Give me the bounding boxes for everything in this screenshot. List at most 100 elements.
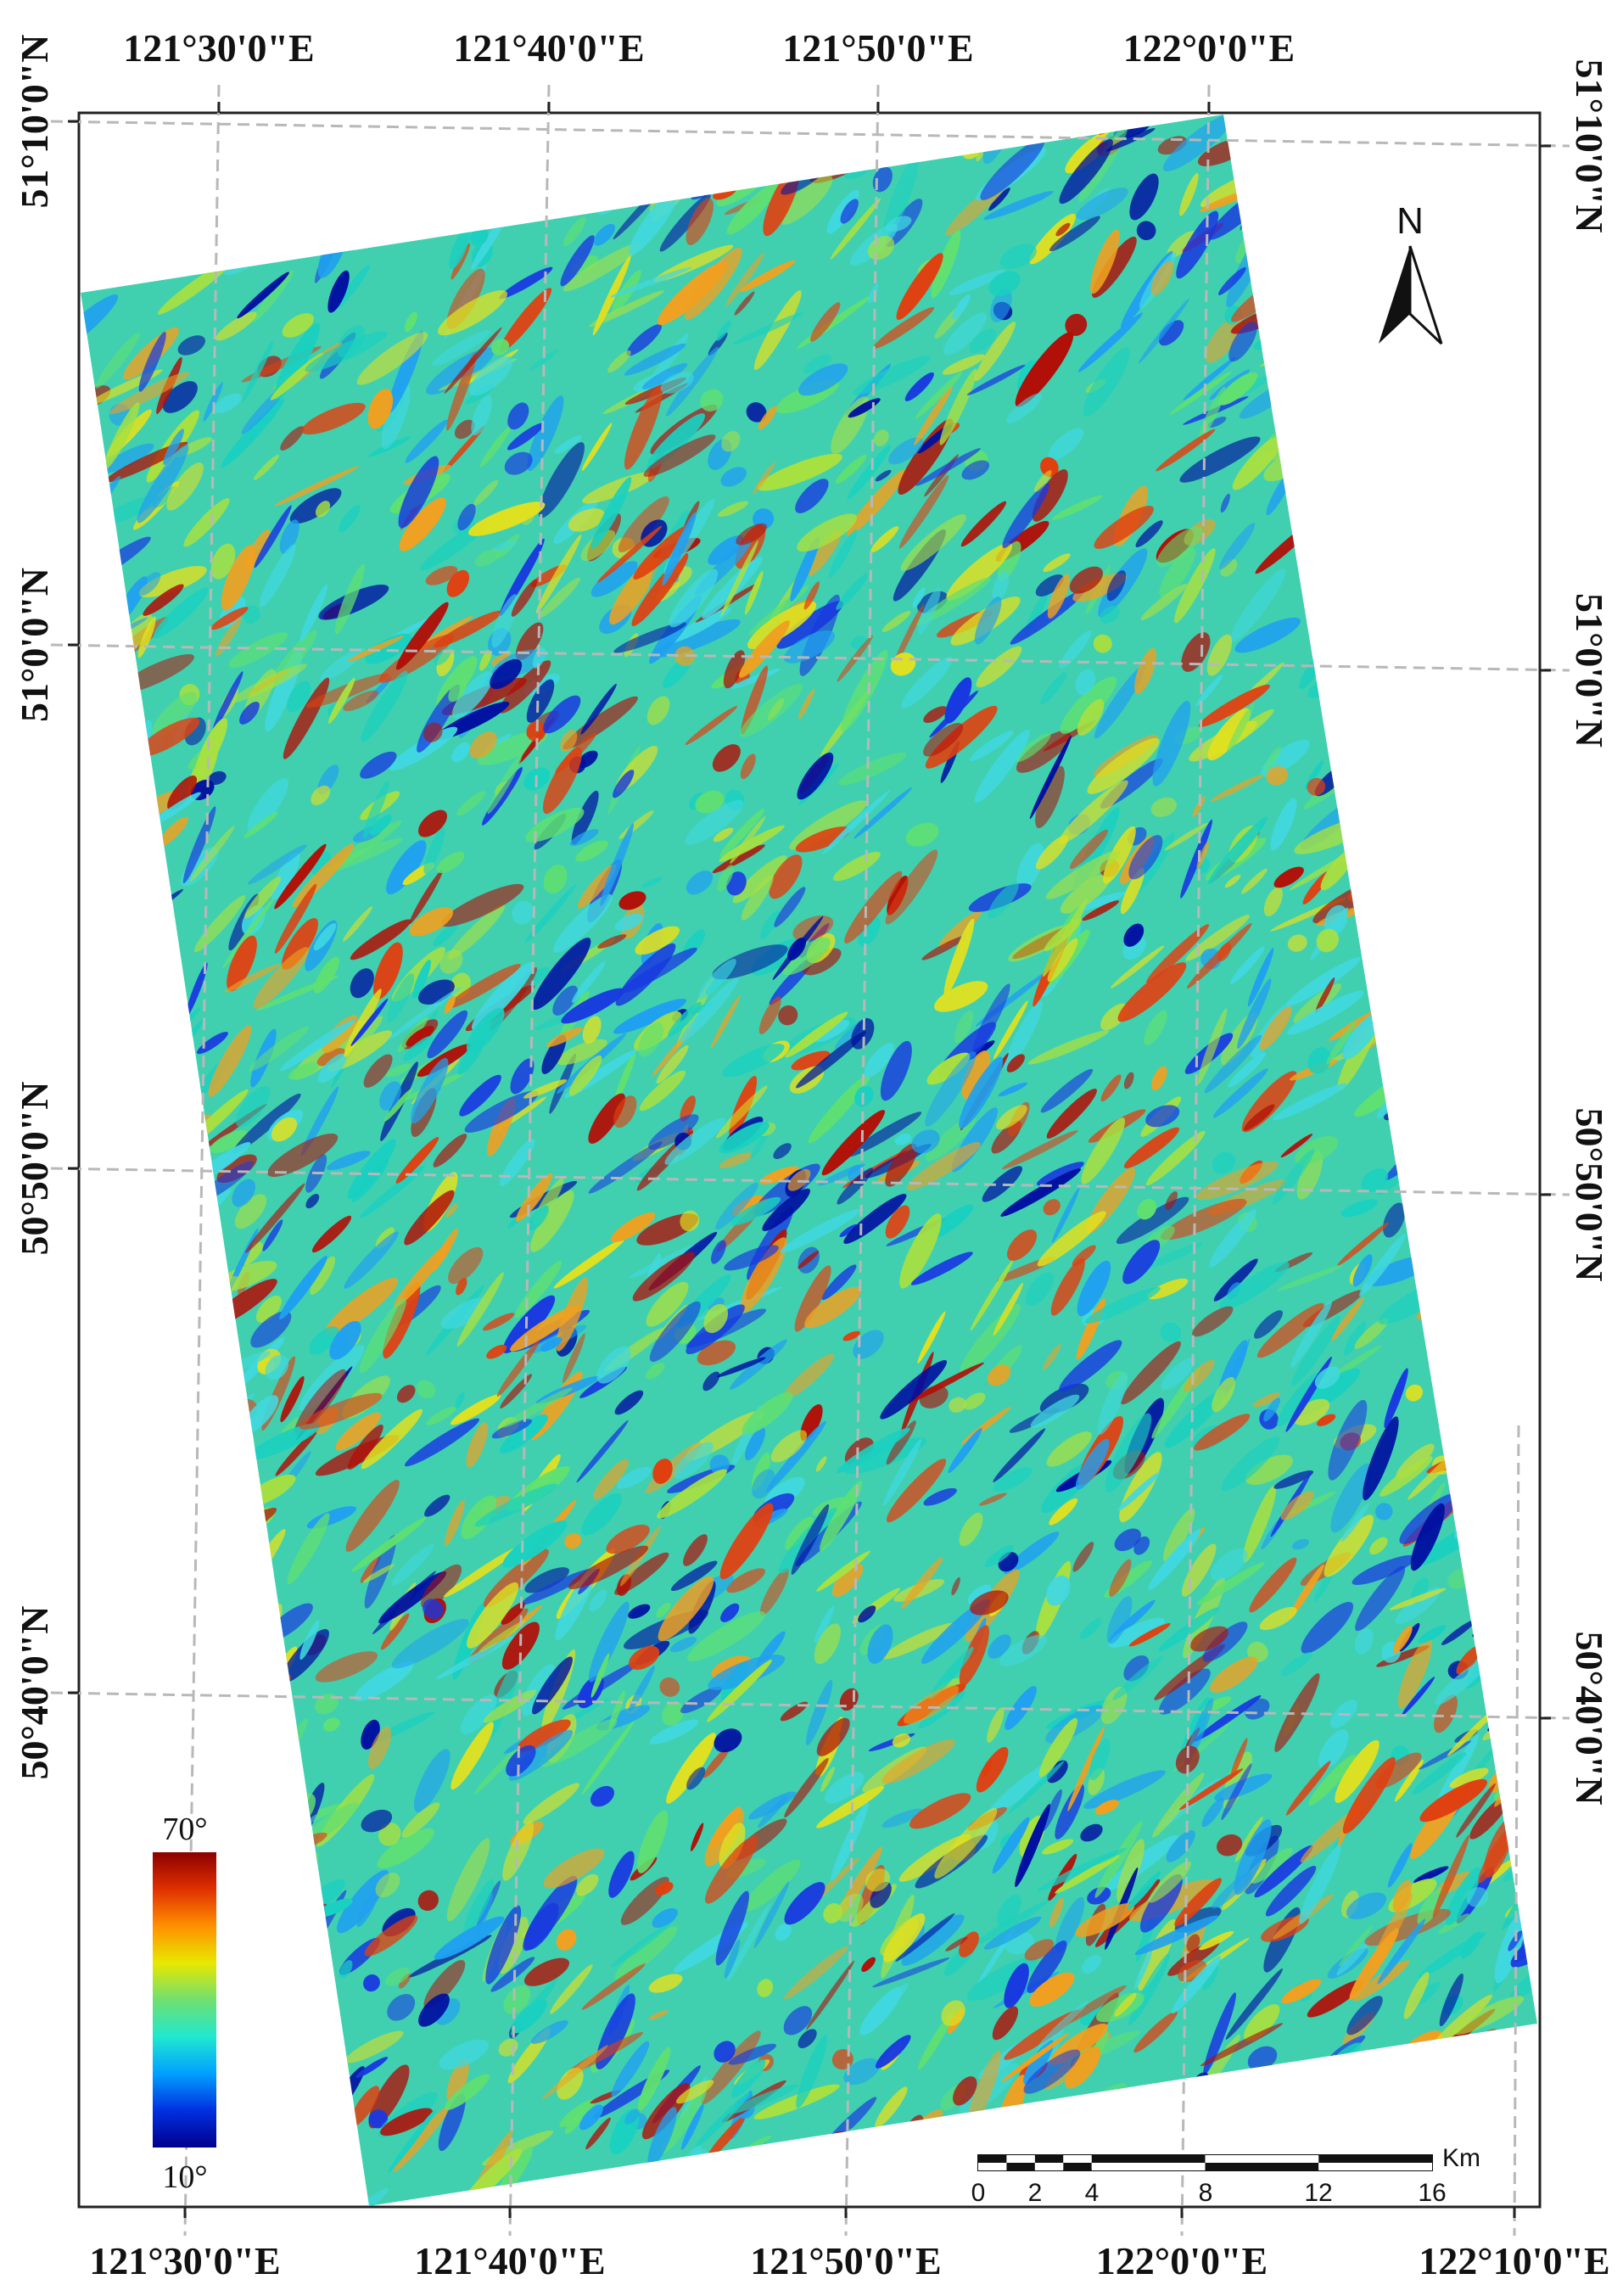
raster-patch: [1114, 1528, 1141, 1552]
raster-patch: [377, 1828, 435, 1869]
raster-patch: [1049, 216, 1100, 252]
raster-patch: [1075, 669, 1095, 696]
raster-patch: [921, 1599, 991, 1664]
raster-patch: [719, 1152, 753, 1168]
raster-patch: [918, 587, 941, 635]
raster-patch: [482, 1313, 515, 1331]
raster-patch: [1097, 1372, 1128, 1435]
raster-patch: [576, 1420, 629, 1483]
raster-patch: [614, 1390, 644, 1415]
raster-patch: [1395, 1760, 1424, 1802]
raster-patch: [967, 1584, 992, 1604]
raster-patch: [797, 513, 858, 552]
raster-patch: [983, 1916, 1042, 1950]
raster-patch: [521, 1568, 593, 1605]
raster-patch: [740, 1237, 787, 1313]
raster-patch: [726, 1568, 766, 1593]
raster-patch: [881, 1808, 923, 1828]
raster-patch: [814, 1623, 841, 1665]
raster-patch: [210, 543, 236, 580]
raster-patch: [585, 2117, 611, 2150]
raster-patch: [654, 1881, 674, 1896]
raster-patch: [613, 1052, 635, 1105]
raster-patch: [830, 198, 881, 260]
raster-patch: [720, 540, 758, 617]
raster-patch: [525, 808, 585, 843]
raster-patch: [279, 1256, 327, 1319]
raster-patch: [287, 1513, 330, 1585]
raster-patch: [743, 1859, 801, 1912]
raster-patch: [795, 479, 829, 513]
raster-patch: [350, 968, 374, 999]
raster-patch: [553, 893, 613, 953]
bottom-lon-label: 122°10'0"E: [1419, 2239, 1609, 2282]
raster-patch: [1055, 1784, 1084, 1840]
raster-patch: [798, 2029, 817, 2049]
raster-patch: [467, 1007, 505, 1053]
raster-patch: [715, 1890, 749, 1966]
raster-patch: [1069, 566, 1104, 594]
raster-patch: [669, 568, 719, 628]
raster-patch: [821, 1264, 857, 1301]
raster-patch: [948, 1428, 982, 1474]
raster-patch: [881, 1622, 954, 1660]
raster-patch: [1249, 1557, 1297, 1613]
raster-patch: [1168, 371, 1232, 416]
scale-bar-tick: 8: [1199, 2179, 1213, 2207]
raster-patch: [1094, 1800, 1119, 1815]
raster-patch: [1114, 1992, 1137, 2017]
raster-patch: [1256, 1302, 1324, 1358]
raster-patch: [210, 607, 249, 630]
raster-patch: [945, 1936, 968, 1952]
raster-patch: [1192, 1306, 1234, 1337]
raster-patch: [193, 895, 246, 953]
raster-patch: [557, 2067, 584, 2100]
raster-patch: [1218, 266, 1246, 295]
raster-patch: [917, 2010, 954, 2070]
right-lat-label: 51°0'0"N: [1568, 593, 1611, 748]
raster-patch: [944, 677, 972, 724]
raster-patch: [143, 584, 184, 616]
raster-patch: [831, 1801, 869, 1882]
scale-bar-segment: [1063, 2163, 1092, 2170]
parallel-50-40: [50, 1691, 1570, 1720]
raster-patch: [499, 266, 553, 300]
raster-patch: [833, 851, 881, 882]
raster-patch: [1308, 1754, 1357, 1806]
raster-patch: [427, 1010, 468, 1059]
raster-patch: [1241, 868, 1268, 894]
raster-patch: [360, 1555, 381, 1583]
raster-patch: [901, 1914, 965, 1966]
scale-bar-segment: [1034, 2163, 1064, 2170]
raster-patch: [224, 964, 280, 993]
raster-patch: [959, 1625, 989, 1687]
raster-patch: [1120, 867, 1144, 915]
raster-patch: [1274, 1673, 1320, 1752]
raster-patch: [539, 577, 580, 618]
raster-patch: [316, 1048, 346, 1067]
raster-patch: [880, 1040, 912, 1101]
raster-patch: [816, 1717, 850, 1756]
raster-patch: [245, 1183, 305, 1253]
raster-patch: [438, 2093, 466, 2152]
raster-patch: [1134, 1950, 1152, 1990]
raster-patch: [1094, 664, 1146, 739]
raster-patch: [404, 1418, 480, 1467]
raster-patch: [1134, 647, 1157, 695]
raster-patch: [1179, 436, 1261, 483]
raster-patch: [259, 544, 296, 608]
raster-patch: [1199, 1930, 1234, 1951]
raster-patch: [800, 1403, 823, 1442]
raster-patch: [614, 1552, 669, 1595]
bottom-lon-label: 121°40'0"E: [414, 2239, 605, 2282]
raster-patch: [511, 579, 538, 617]
raster-patch: [1158, 320, 1184, 346]
legend-color-ramp: [153, 1852, 216, 2148]
raster-patch: [782, 1353, 835, 1401]
raster-patch: [899, 1213, 942, 1289]
raster-patch: [373, 942, 403, 1000]
raster-patch: [993, 1000, 1028, 1060]
raster-patch: [540, 1718, 618, 1767]
raster-patch: [796, 2035, 828, 2108]
raster-patch: [317, 1053, 347, 1084]
